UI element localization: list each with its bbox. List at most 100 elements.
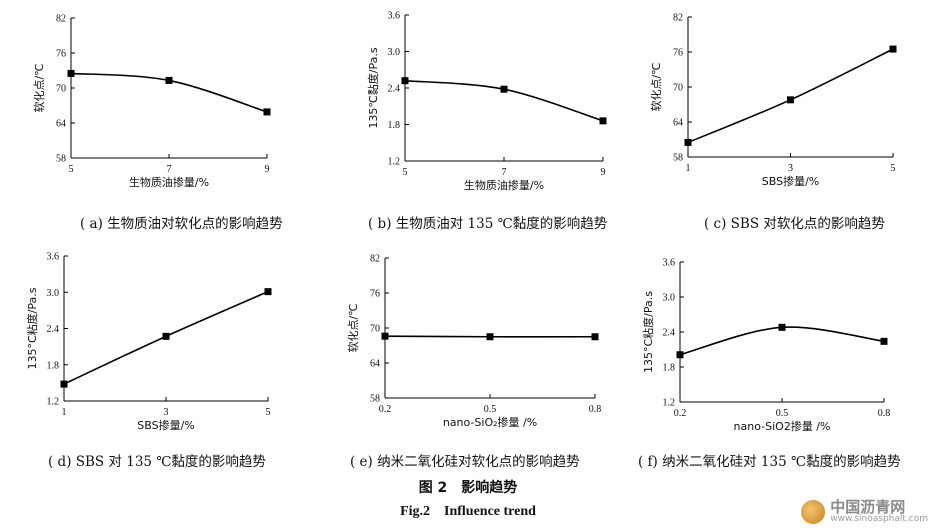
x-tick-label: 5 (891, 163, 896, 174)
y-tick-label: 1.8 (388, 120, 401, 131)
y-axis-label: 软化点/℃ (346, 303, 360, 352)
x-tick-label: 3 (788, 163, 793, 174)
caption-a: ( a) 生物质油对软化点的影响趋势 (80, 216, 283, 232)
figure-title-cn: 图 2 影响趋势 (418, 480, 518, 496)
y-tick-label: 2.4 (47, 324, 60, 335)
chart-panel-c: 58 64 70 76 82 1 3 5 SBS掺量/% 软化点/℃ ( c) SBS 对软化点的… (624, 0, 936, 240)
x-tick-label: 7 (167, 164, 172, 175)
watermark: 中国沥青网 www.sinoasphalt.com (801, 499, 928, 525)
figure-title-en: Fig.2 Influence trend (400, 504, 536, 519)
x-tick-label: 9 (265, 164, 270, 175)
x-axis-label: SBS掺量/% (762, 174, 819, 188)
y-tick-label: 2.4 (663, 328, 676, 339)
y-tick-label: 58 (673, 153, 683, 164)
data-point (486, 333, 494, 341)
y-tick-label: 1.2 (388, 157, 401, 168)
caption-b: ( b) 生物质油对 135 ℃黏度的影响趋势 (368, 216, 608, 232)
x-tick-label: 9 (601, 167, 606, 178)
y-tick-label: 82 (673, 13, 683, 24)
y-tick-label: 76 (673, 48, 683, 59)
chart-f: 1.2 1.8 2.4 3.0 3.6 0.2 0.5 0.8 nano-SiO2掺量 /% 13… (641, 258, 891, 434)
chart-panel-f: 1.2 1.8 2.4 3.0 3.6 0.2 0.5 0.8 nano-SiO2掺量 /% 13… (624, 240, 936, 475)
chart-panel-d: 1.2 1.8 2.4 3.0 3.6 1 3 5 SBS掺量/% 135°C粘度/Pa.s ( … (0, 240, 312, 475)
chart-panel-a: 58 64 70 76 82 5 7 9 生物质油掺量/% 软化点/℃ ( a) 生物质油对软化点… (0, 0, 312, 240)
x-tick-label: 3 (164, 407, 169, 418)
data-point (162, 332, 170, 340)
data-point (889, 45, 897, 53)
data-point (599, 117, 607, 125)
x-tick-label: 5 (69, 164, 74, 175)
data-point (676, 351, 684, 359)
data-point (500, 85, 508, 93)
y-tick-label: 70 (370, 324, 380, 335)
data-point (684, 138, 692, 146)
y-tick-label: 64 (370, 359, 380, 370)
series-line (687, 48, 894, 144)
x-tick-label: 5 (403, 167, 408, 178)
y-axis-label: 135℃黏度/Pa.s (366, 47, 380, 128)
x-axis-label: 生物质油掺量/% (464, 178, 544, 192)
data-point (591, 333, 599, 341)
x-tick-label: 0.8 (589, 404, 602, 415)
chart-b: 1.2 1.8 2.4 3.0 3.6 5 7 9 生物质油掺量/% 135℃黏度/Pa.s (366, 11, 607, 192)
y-tick-label: 1.2 (663, 398, 676, 409)
watermark-name: 中国沥青网 (830, 497, 906, 516)
y-tick-label: 58 (370, 394, 380, 405)
x-tick-label: 0.2 (674, 408, 687, 419)
chart-d: 1.2 1.8 2.4 3.0 3.6 1 3 5 SBS掺量/% 135°C粘度/Pa.s (25, 252, 272, 432)
y-tick-label: 76 (370, 289, 380, 300)
y-tick-label: 70 (56, 84, 66, 95)
y-tick-label: 3.6 (663, 258, 676, 269)
y-tick-label: 64 (673, 118, 683, 129)
y-axis-label: 135°C粘度/Pa.s (641, 291, 655, 373)
data-point (263, 108, 271, 116)
x-axis-label: 生物质油掺量/% (129, 175, 209, 189)
chart-a: 58 64 70 76 82 5 7 9 生物质油掺量/% 软化点/℃ (32, 14, 271, 189)
x-axis-label: nano-SiO2掺量 /% (734, 419, 831, 433)
chart-c: 58 64 70 76 82 1 3 5 SBS掺量/% 软化点/℃ (649, 13, 897, 188)
chart-e: 58 64 70 76 82 0.2 0.5 0.8 nano-SiO₂掺量 /% 软化点/℃ (346, 254, 602, 430)
x-tick-label: 7 (502, 167, 507, 178)
x-axis-label: SBS掺量/% (137, 418, 194, 432)
x-tick-label: 5 (266, 407, 271, 418)
y-tick-label: 76 (56, 49, 66, 60)
y-tick-label: 70 (673, 83, 683, 94)
y-tick-label: 1.8 (663, 363, 676, 374)
caption-e: ( e) 纳米二氧化硅对软化点的影响趋势 (350, 454, 580, 470)
x-tick-label: 0.2 (379, 404, 392, 415)
y-tick-label: 2.4 (388, 84, 401, 95)
data-point (787, 96, 794, 104)
y-axis-label: 135°C粘度/Pa.s (25, 287, 39, 369)
y-tick-label: 58 (56, 154, 66, 165)
y-tick-label: 3.0 (663, 293, 676, 304)
x-tick-label: 1 (686, 163, 691, 174)
watermark-url: www.sinoasphalt.com (830, 514, 928, 525)
data-point (880, 337, 888, 345)
x-tick-label: 0.5 (484, 404, 497, 415)
y-tick-label: 3.6 (47, 252, 60, 263)
chart-panel-b: 1.2 1.8 2.4 3.0 3.6 5 7 9 生物质油掺量/% 135℃黏度/Pa.s ( … (312, 0, 624, 240)
x-axis-label: nano-SiO₂掺量 /% (443, 415, 537, 429)
caption-c: ( c) SBS 对软化点的影响趋势 (704, 216, 885, 232)
x-tick-label: 1 (62, 407, 67, 418)
y-tick-label: 3.0 (47, 288, 60, 299)
caption-d: ( d) SBS 对 135 ℃黏度的影响趋势 (48, 454, 266, 470)
y-tick-label: 64 (56, 119, 66, 130)
y-tick-label: 1.2 (47, 397, 60, 408)
y-tick-label: 1.8 (47, 360, 60, 371)
y-tick-label: 82 (56, 14, 66, 25)
y-tick-label: 82 (370, 254, 380, 265)
caption-f: ( f) 纳米二氧化硅对 135 ℃黏度的影响趋势 (638, 454, 901, 470)
x-tick-label: 0.5 (776, 408, 789, 419)
data-point (401, 77, 409, 85)
y-tick-label: 3.6 (388, 11, 401, 22)
y-axis-label: 软化点/℃ (32, 63, 46, 112)
data-point (264, 288, 272, 296)
chart-panel-e: 58 64 70 76 82 0.2 0.5 0.8 nano-SiO₂掺量 /% 软化点/℃ (… (312, 240, 624, 475)
data-point (381, 332, 389, 340)
x-tick-label: 0.8 (878, 408, 891, 419)
data-point (67, 69, 75, 77)
data-point (165, 76, 173, 84)
data-point (60, 380, 68, 388)
y-tick-label: 3.0 (388, 47, 401, 58)
